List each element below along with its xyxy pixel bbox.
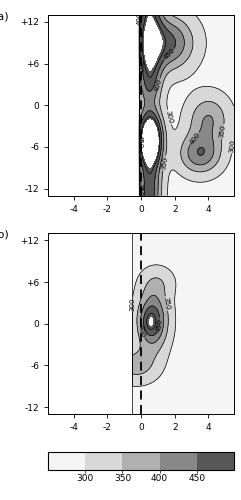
Text: 350: 350 (219, 124, 227, 138)
Text: 400: 400 (188, 131, 201, 146)
Text: 350: 350 (160, 156, 168, 170)
Text: 450: 450 (136, 135, 142, 148)
Text: 400: 400 (154, 78, 163, 92)
Text: 300: 300 (165, 110, 174, 124)
Text: (b): (b) (0, 230, 8, 240)
Text: (a): (a) (0, 12, 8, 22)
Text: 300: 300 (130, 298, 136, 311)
Text: 300: 300 (229, 139, 237, 153)
Text: 400: 400 (136, 12, 142, 26)
Text: 450: 450 (163, 47, 176, 61)
Text: 350: 350 (136, 184, 142, 197)
Text: 350: 350 (162, 296, 170, 310)
Text: 400: 400 (137, 324, 147, 338)
Text: 300: 300 (136, 59, 142, 72)
Text: 450: 450 (155, 318, 164, 332)
